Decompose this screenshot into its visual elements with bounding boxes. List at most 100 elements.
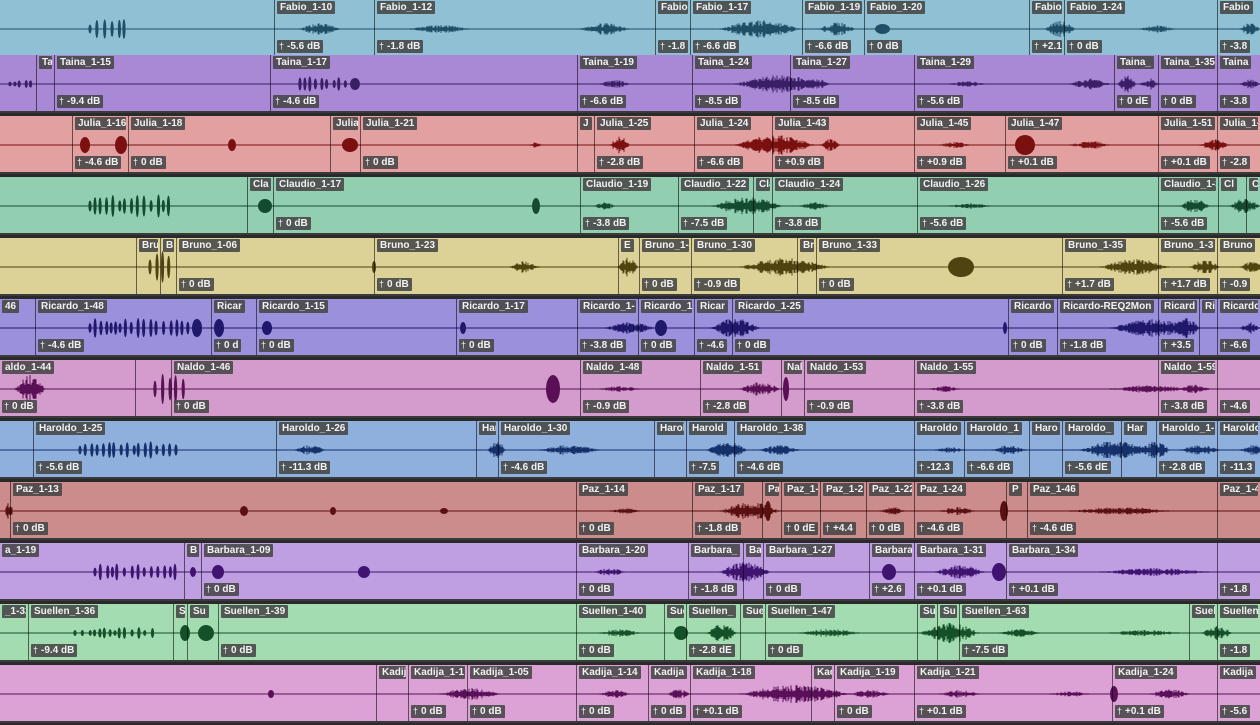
clip-name-label[interactable]: Kadija — [651, 666, 688, 679]
audio-clip[interactable]: † -1.8 — [1217, 543, 1260, 599]
clip-name-label[interactable]: Fabio — [1032, 1, 1062, 14]
audio-clip[interactable]: S — [173, 604, 187, 660]
clip-gain-icon[interactable]: † — [503, 462, 509, 472]
audio-clip[interactable]: Pa — [762, 482, 781, 538]
clip-name-label[interactable]: B — [187, 544, 199, 557]
clip-gain-icon[interactable]: † — [1222, 706, 1228, 716]
audio-clip[interactable]: Cl — [1246, 177, 1260, 233]
clip-gain-icon[interactable]: † — [644, 279, 650, 289]
clip-gain-icon[interactable]: † — [461, 340, 467, 350]
audio-clip[interactable]: Paz_1-46 † -4.6 dB — [1027, 482, 1217, 538]
clip-name-label[interactable]: Paz_1- — [784, 483, 818, 496]
clip-name-label[interactable]: Ricardo — [1011, 300, 1055, 313]
audio-clip[interactable]: Paz_1-13 † 0 dB — [10, 482, 576, 538]
clip-gain-badge[interactable]: † -3.8 dB — [583, 217, 630, 230]
clip-name-label[interactable]: Claudio_1-26 — [920, 178, 989, 191]
audio-clip[interactable]: Bruno_1-35 † +1.7 dB — [1062, 238, 1158, 294]
clip-name-label[interactable]: a_1-19 — [2, 544, 40, 557]
clip-gain-badge[interactable]: † 0 dB — [1161, 95, 1196, 108]
clip-name-label[interactable]: Su — [190, 605, 209, 618]
clip-gain-badge[interactable]: † 0 dB — [735, 339, 770, 352]
audio-clip[interactable]: Julia_1-43 † +0.9 dB — [772, 116, 914, 172]
clip-gain-badge[interactable]: † -7.5 — [689, 461, 720, 474]
clip-gain-badge[interactable]: † -5.6 dB — [917, 95, 964, 108]
clip-name-label[interactable]: Har — [479, 422, 496, 435]
audio-clip[interactable]: Cl — [1218, 177, 1246, 233]
clip-gain-badge[interactable]: † 0 dB — [579, 644, 614, 657]
audio-clip[interactable]: Kadija † 0 dB — [648, 665, 690, 721]
clip-name-label[interactable]: B — [163, 239, 174, 252]
audio-clip[interactable]: Claudio_1-24 † -3.8 dB — [772, 177, 917, 233]
audio-clip[interactable]: Barbara_1-20 † 0 dB — [576, 543, 688, 599]
clip-name-label[interactable]: Haroldo_ — [1065, 422, 1115, 435]
audio-clip[interactable]: Haroldo_1-38 † -4.6 dB — [734, 421, 914, 477]
clip-gain-badge[interactable]: † -2.8 dE — [689, 644, 735, 657]
audio-clip[interactable]: Claudio_1-26 † -5.6 dB — [917, 177, 1158, 233]
clip-gain-badge[interactable]: † -8.5 dB — [695, 95, 742, 108]
clip-name-label[interactable]: Bruno_1- — [642, 239, 689, 252]
clip-gain-badge[interactable]: † -4.6 dB — [273, 95, 320, 108]
clip-name-label[interactable]: Julia_1-43 — [775, 117, 830, 130]
audio-clip[interactable]: Barbara_1-34 † +0.1 dB — [1006, 543, 1217, 599]
clip-gain-icon[interactable]: † — [768, 584, 774, 594]
clip-gain-icon[interactable]: † — [1222, 462, 1228, 472]
audio-clip[interactable]: Suel — [1189, 604, 1217, 660]
clip-gain-badge[interactable]: † +1.7 dB — [1065, 278, 1114, 291]
clip-gain-badge[interactable]: † -11.3 dB — [279, 461, 331, 474]
audio-clip[interactable]: Fabio_1-10 † -5.6 dB — [274, 0, 374, 56]
clip-gain-icon[interactable]: † — [919, 523, 925, 533]
audio-clip[interactable]: Nal — [781, 360, 804, 416]
clip-gain-badge[interactable]: † 0 dB — [131, 156, 166, 169]
clip-name-label[interactable]: Julia_1-25 — [597, 117, 652, 130]
clip-name-label[interactable]: Ricardo_1-17 — [459, 300, 528, 313]
audio-clip[interactable]: Paz_1-17 † -1.8 dB — [692, 482, 762, 538]
clip-gain-icon[interactable]: † — [581, 523, 587, 533]
clip-gain-icon[interactable]: † — [275, 96, 281, 106]
audio-clip[interactable]: E — [618, 238, 639, 294]
clip-name-label[interactable]: Naldo_1-51 — [703, 361, 763, 374]
clip-gain-icon[interactable]: † — [786, 523, 792, 533]
clip-name-label[interactable]: Bruno_1-23 — [377, 239, 439, 252]
clip-name-label[interactable]: aldo_1-44 — [2, 361, 55, 374]
audio-clip[interactable]: Kadija_1-05 † 0 dB — [467, 665, 576, 721]
audio-clip[interactable]: Ri — [1199, 299, 1217, 355]
clip-gain-badge[interactable]: † 0 dB — [641, 339, 676, 352]
clip-gain-icon[interactable]: † — [653, 706, 659, 716]
clip-gain-badge[interactable]: † -4.6 dB — [38, 339, 85, 352]
audio-clip[interactable]: Bruno_1-30 † -0.9 dB — [691, 238, 797, 294]
clip-gain-badge[interactable]: † -3.8 dB — [917, 400, 964, 413]
clip-name-label[interactable]: Ricard — [1161, 300, 1197, 313]
audio-clip[interactable]: Naldo_1-48 † -0.9 dB — [580, 360, 700, 416]
clip-name-label[interactable]: Barbara_ — [691, 544, 741, 557]
clip-name-label[interactable]: Cl — [1249, 178, 1258, 191]
clip-gain-icon[interactable]: † — [38, 462, 44, 472]
clip-gain-icon[interactable]: † — [807, 41, 813, 51]
clip-gain-badge[interactable]: † 0 dB — [204, 583, 239, 596]
audio-clip[interactable]: Taina_1-17 † -4.6 dB — [270, 55, 577, 111]
clip-gain-badge[interactable]: † -4.6 dB — [75, 156, 122, 169]
clip-gain-icon[interactable]: † — [133, 157, 139, 167]
audio-clip[interactable]: Julia_1-47 † +0.1 dB — [1005, 116, 1158, 172]
audio-clip[interactable]: Barbara_1-27 † 0 dB — [763, 543, 869, 599]
clip-gain-badge[interactable]: † -6.6 dB — [697, 156, 744, 169]
audio-clip[interactable]: Taina_1-19 † -6.6 dB — [577, 55, 692, 111]
audio-clip[interactable]: Claudio_1-3 † -5.6 dB — [1158, 177, 1218, 233]
audio-clip[interactable]: Cla — [753, 177, 772, 233]
clip-gain-badge[interactable]: † -1.8 dB — [377, 40, 424, 53]
audio-clip[interactable]: Ricardo † -6.6 — [1217, 299, 1260, 355]
audio-clip[interactable]: Julia_1- † -2.8 — [1217, 116, 1260, 172]
audio-clip[interactable]: Kadija_1-19 † 0 dB — [834, 665, 914, 721]
clip-gain-badge[interactable]: † 0 dB — [259, 339, 294, 352]
clip-gain-icon[interactable]: † — [1010, 157, 1016, 167]
clip-name-label[interactable]: Kadija_1-21 — [917, 666, 979, 679]
clip-name-label[interactable]: Haro — [1032, 422, 1060, 435]
audio-clip[interactable]: Barbara † +2.6 — [869, 543, 914, 599]
clip-gain-icon[interactable]: † — [1067, 279, 1073, 289]
clip-name-label[interactable]: Barbara_1-20 — [579, 544, 649, 557]
clip-gain-icon[interactable]: † — [1163, 401, 1169, 411]
clip-gain-icon[interactable]: † — [1222, 279, 1228, 289]
clip-gain-badge[interactable]: † -3.8 — [1220, 40, 1251, 53]
clip-gain-icon[interactable]: † — [683, 218, 689, 228]
audio-clip[interactable]: Haroldo † -12.3 — [914, 421, 964, 477]
clip-gain-icon[interactable]: † — [699, 340, 705, 350]
